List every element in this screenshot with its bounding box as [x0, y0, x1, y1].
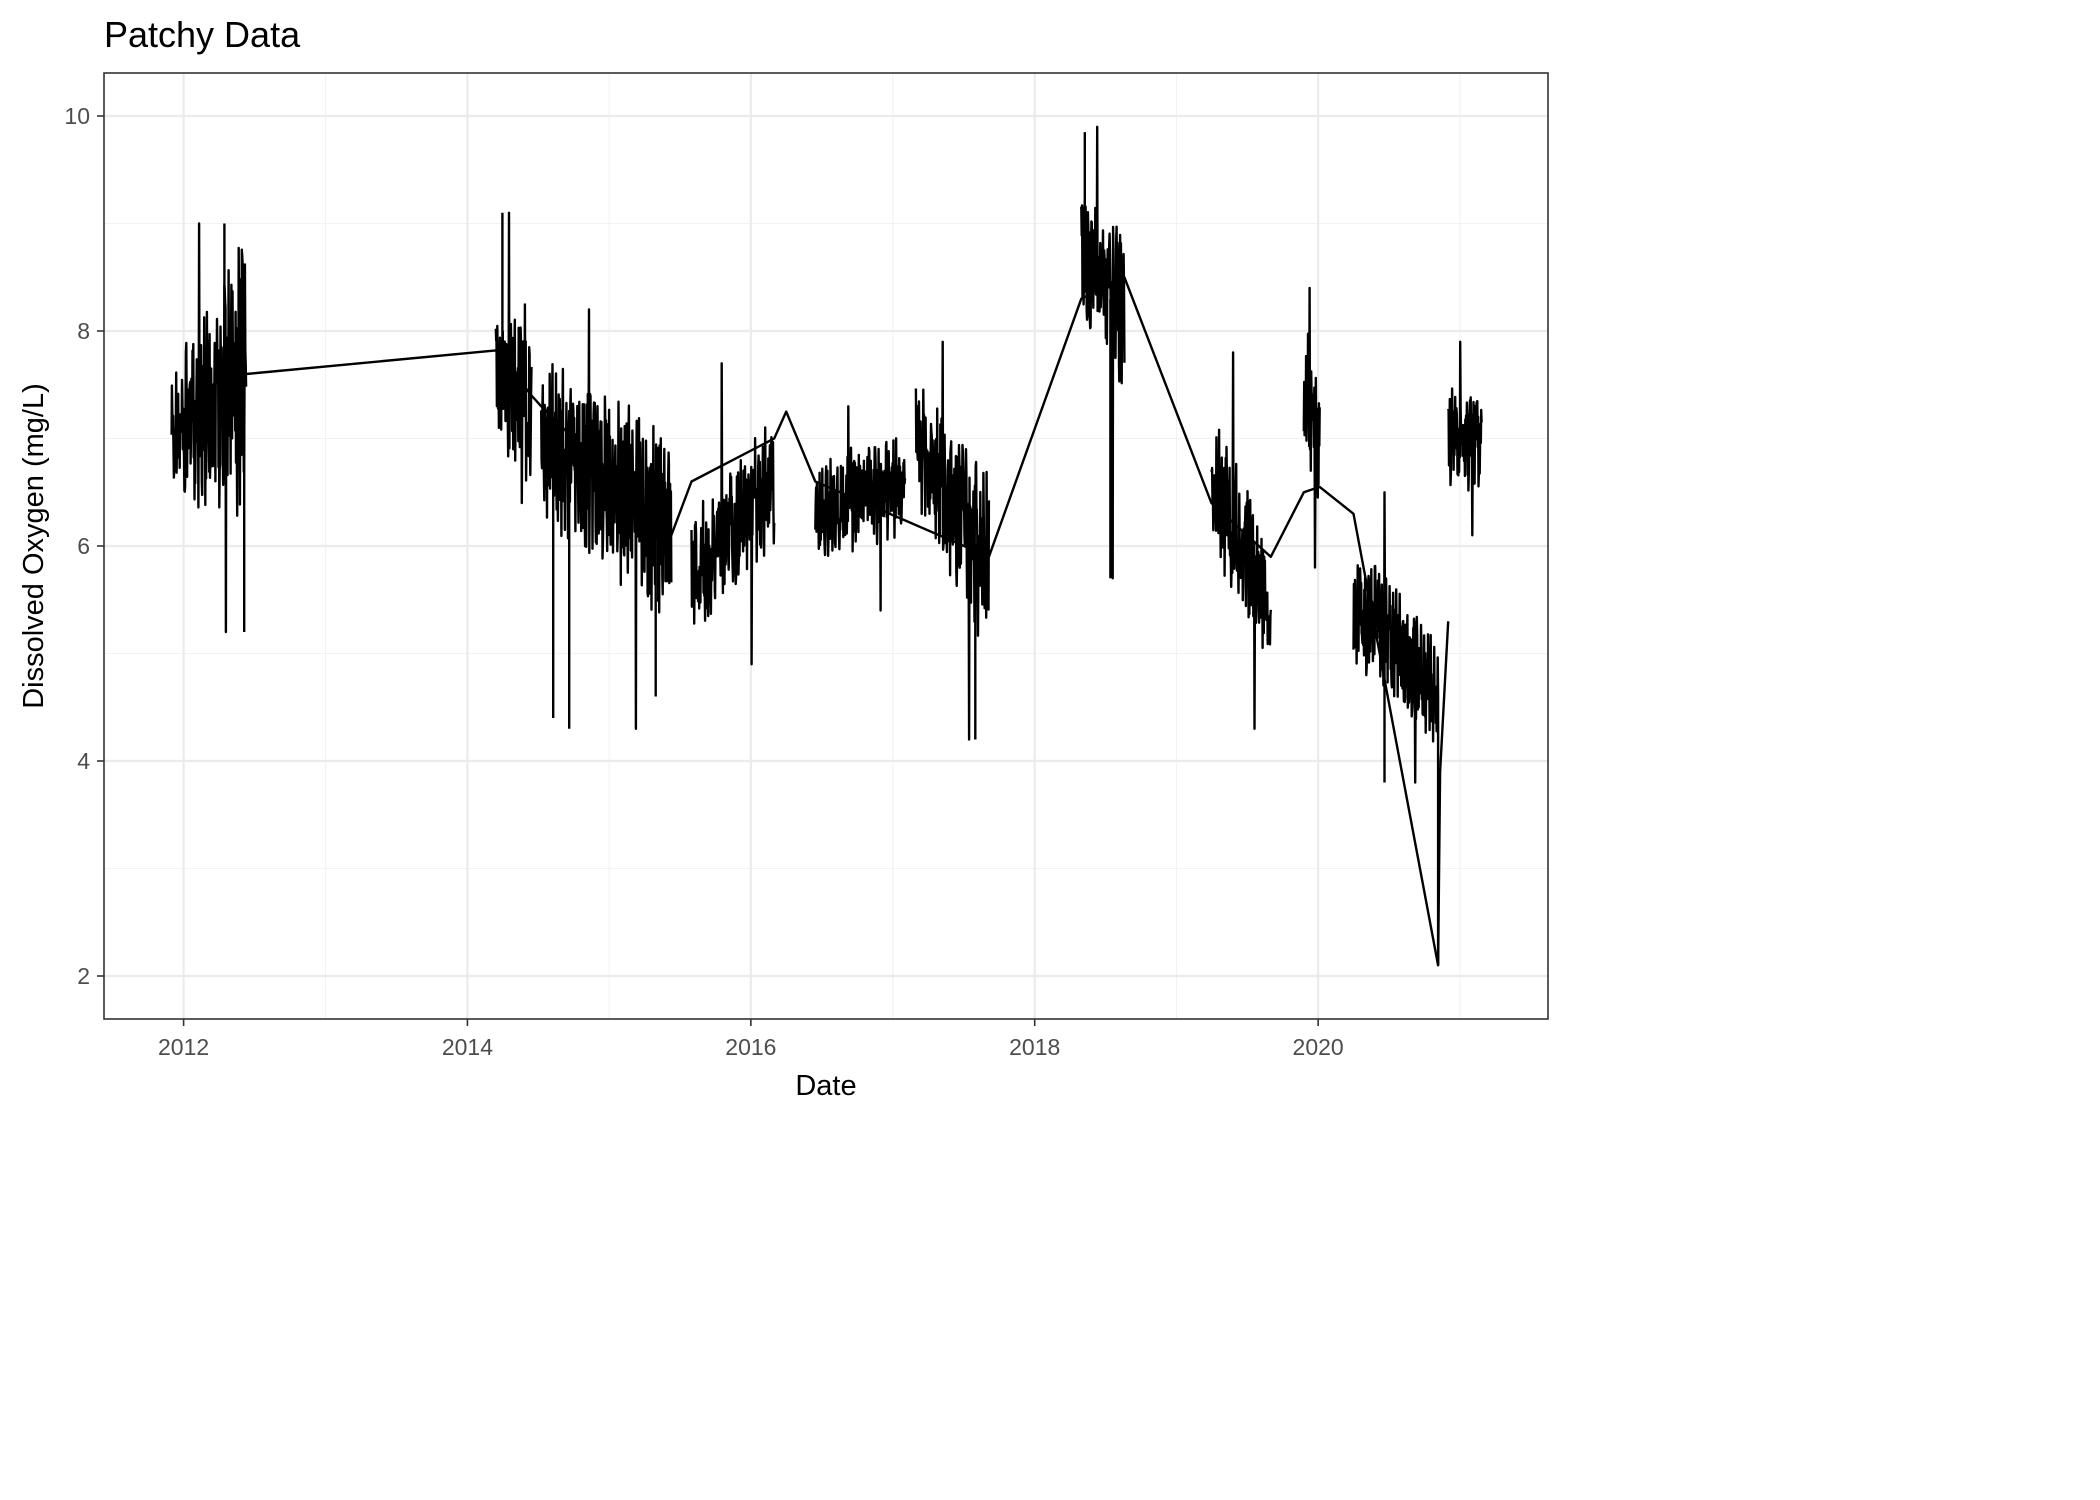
series-segment-line [170, 222, 248, 634]
x-tick-label: 2018 [1009, 1034, 1060, 1060]
series-segment-line [540, 308, 673, 730]
series-segment-line [1352, 491, 1440, 784]
series-segment-line [690, 362, 776, 666]
chart-container: Patchy Data 2012 2014 2016 2018 2020 2 4 6 8 10 … [18, 14, 1549, 1102]
y-axis: 2 4 6 8 10 [64, 103, 104, 989]
y-tick-label: 2 [77, 963, 90, 989]
x-axis-title: Date [795, 1070, 856, 1102]
x-tick-label: 2012 [158, 1034, 209, 1060]
x-tick-label: 2016 [725, 1034, 776, 1060]
x-tick-label: 2020 [1293, 1034, 1344, 1060]
chart-svg: Patchy Data 2012 2014 2016 2018 2020 246810 … [18, 14, 1549, 1102]
minor-gridlines [104, 73, 1548, 1019]
chart-title: Patchy Data [104, 14, 301, 55]
y-tick-label: 10 [64, 103, 90, 129]
series-segment-line [1447, 340, 1483, 537]
series-segment-line [1302, 286, 1321, 569]
y-tick-label: 4 [77, 748, 90, 774]
series-segment-line [1080, 125, 1126, 580]
x-axis: 2012 2014 2016 2018 2020 [158, 1019, 1344, 1060]
series-segment-line [1210, 351, 1272, 730]
y-tick-label: 6 [77, 533, 90, 559]
series-layer [170, 125, 1483, 967]
x-tick-label: 2014 [442, 1034, 493, 1060]
y-axis-title: Dissolved Oxygen (mg/L) [18, 383, 50, 709]
series-segment-line [914, 340, 991, 741]
y-tick-label: 8 [77, 318, 90, 344]
series-segment-line [814, 405, 907, 612]
major-gridlines [104, 73, 1548, 1019]
